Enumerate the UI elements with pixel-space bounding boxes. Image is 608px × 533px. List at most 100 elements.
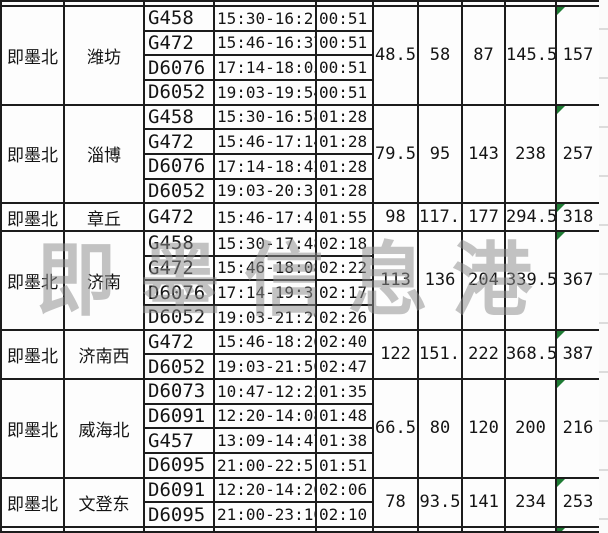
empty-cell xyxy=(504,0,557,7)
fare-cell: 141 xyxy=(461,476,506,529)
duration-cell: 02:22 xyxy=(315,254,374,282)
empty-cell xyxy=(63,0,145,7)
time-cell: 21:00-23:10 xyxy=(213,501,317,528)
empty-cell xyxy=(461,526,506,533)
table-row: D6076 17:14-18:05 00:51 xyxy=(1,54,600,81)
table-row: 即墨北 潍坊 G458 15:30-16:21 00:51 48.5 58 87… xyxy=(0,5,601,106)
faint-gridline xyxy=(599,469,608,471)
table-row: G472 15:46-17:14 01:28 xyxy=(1,128,600,155)
green-triangle-icon xyxy=(558,106,565,114)
time-cell: 15:46-17:14 xyxy=(213,128,317,155)
empty-cell xyxy=(461,0,506,7)
fare-value: 253 xyxy=(562,492,594,513)
fare-cell: 117.5 xyxy=(417,202,463,232)
fare-cell: 136 xyxy=(417,229,463,331)
fare-cell: 157 xyxy=(555,5,601,106)
train-no-cell: D6076 xyxy=(143,279,215,306)
fare-cell: 58 xyxy=(417,5,463,106)
fare-value: 387 xyxy=(562,344,594,365)
table-row: 即墨北 章丘 G472 15:46-17:41 01:55 98 117.5 1… xyxy=(0,202,601,232)
empty-cell xyxy=(372,526,419,533)
train-no-cell: D6076 xyxy=(143,152,215,180)
fare-cell: 200 xyxy=(504,377,557,479)
duration-cell: 02:18 xyxy=(315,229,374,257)
origin-cell: 即墨北 xyxy=(0,328,65,380)
fare-cell: 234 xyxy=(504,476,557,529)
train-no-cell: D6052 xyxy=(143,177,215,205)
train-no-cell: G458 xyxy=(143,103,215,131)
fare-cell: 367 xyxy=(555,229,601,331)
faint-gridline xyxy=(599,175,608,177)
fare-cell: 120 xyxy=(461,377,506,479)
faint-gridline xyxy=(599,28,608,30)
fare-cell: 122 xyxy=(372,328,419,380)
empty-cell xyxy=(555,526,601,533)
time-cell: 12:20-14:08 xyxy=(213,402,317,430)
time-cell: 19:03-19:54 xyxy=(213,78,317,106)
destination-cell: 章丘 xyxy=(63,202,145,232)
faint-gridline xyxy=(599,518,608,520)
table-row: D6052 19:03-21:50 02:47 xyxy=(1,353,600,380)
duration-cell: 02:26 xyxy=(315,303,374,331)
duration-cell: 02:17 xyxy=(315,279,374,306)
train-no-cell: D6052 xyxy=(143,78,215,106)
fare-cell: 339.5 xyxy=(504,229,557,331)
fare-cell: 368.5 xyxy=(504,328,557,380)
time-cell: 10:47-12:22 xyxy=(213,377,317,405)
green-triangle-icon xyxy=(558,205,565,213)
time-cell: 15:46-16:37 xyxy=(213,29,317,57)
fare-cell: 387 xyxy=(555,328,601,380)
table-row: D6095 21:00-22:51 01:51 xyxy=(1,451,600,479)
time-cell: 15:46-18:26 xyxy=(213,328,317,356)
destination-cell: 济南西 xyxy=(63,328,145,380)
train-no-cell: G472 xyxy=(143,202,215,232)
origin-cell: 即墨北 xyxy=(0,5,65,106)
partial-row-top xyxy=(0,0,601,7)
empty-cell xyxy=(504,526,557,533)
time-cell: 19:03-21:50 xyxy=(213,353,317,380)
table-row: G472 15:46-18:08 02:22 xyxy=(1,254,600,282)
fare-cell: 294.5 xyxy=(504,202,557,232)
fare-cell: 318 xyxy=(555,202,601,232)
time-cell: 15:46-17:41 xyxy=(213,202,317,232)
duration-cell: 01:28 xyxy=(315,128,374,155)
time-cell: 12:20-14:26 xyxy=(213,476,317,504)
green-triangle-icon xyxy=(558,232,565,240)
fare-cell: 257 xyxy=(555,103,601,205)
train-no-cell: G472 xyxy=(143,128,215,155)
train-no-cell: D6091 xyxy=(143,402,215,430)
train-no-cell: G472 xyxy=(143,254,215,282)
table-row: D6052 19:03-21:29 02:26 xyxy=(1,303,600,331)
time-cell: 19:03-21:29 xyxy=(213,303,317,331)
empty-cell xyxy=(315,526,374,533)
fare-cell: 143 xyxy=(461,103,506,205)
origin-cell: 即墨北 xyxy=(0,476,65,529)
faint-gridline xyxy=(599,224,608,226)
origin-cell: 即墨北 xyxy=(0,377,65,479)
duration-cell: 02:10 xyxy=(315,501,374,528)
destination-cell: 济南 xyxy=(63,229,145,331)
time-cell: 15:30-16:21 xyxy=(213,5,317,32)
time-cell: 17:14-19:31 xyxy=(213,279,317,306)
partial-row-bottom xyxy=(0,526,601,533)
empty-cell xyxy=(417,0,463,7)
empty-cell xyxy=(0,526,65,533)
train-no-cell: D6076 xyxy=(143,54,215,81)
origin-cell: 即墨北 xyxy=(0,202,65,232)
table-row: 即墨北 淄博 G458 15:30-16:58 01:28 79.5 95 14… xyxy=(0,103,601,205)
table-row: D6076 17:14-19:31 02:17 xyxy=(1,279,600,306)
origin-cell: 即墨北 xyxy=(0,229,65,331)
time-cell: 17:14-18:05 xyxy=(213,54,317,81)
fare-cell: 79.5 xyxy=(372,103,419,205)
train-no-cell: G458 xyxy=(143,229,215,257)
fare-cell: 216 xyxy=(555,377,601,479)
fare-cell: 48.5 xyxy=(372,5,419,106)
sheet-right-margin xyxy=(599,0,608,533)
green-triangle-icon xyxy=(558,7,565,15)
fare-cell: 98 xyxy=(372,202,419,232)
duration-cell: 00:51 xyxy=(315,54,374,81)
table-row: G472 15:46-16:37 00:51 xyxy=(1,29,600,57)
time-cell: 15:46-18:08 xyxy=(213,254,317,282)
train-no-cell: G457 xyxy=(143,427,215,454)
empty-cell xyxy=(143,526,215,533)
